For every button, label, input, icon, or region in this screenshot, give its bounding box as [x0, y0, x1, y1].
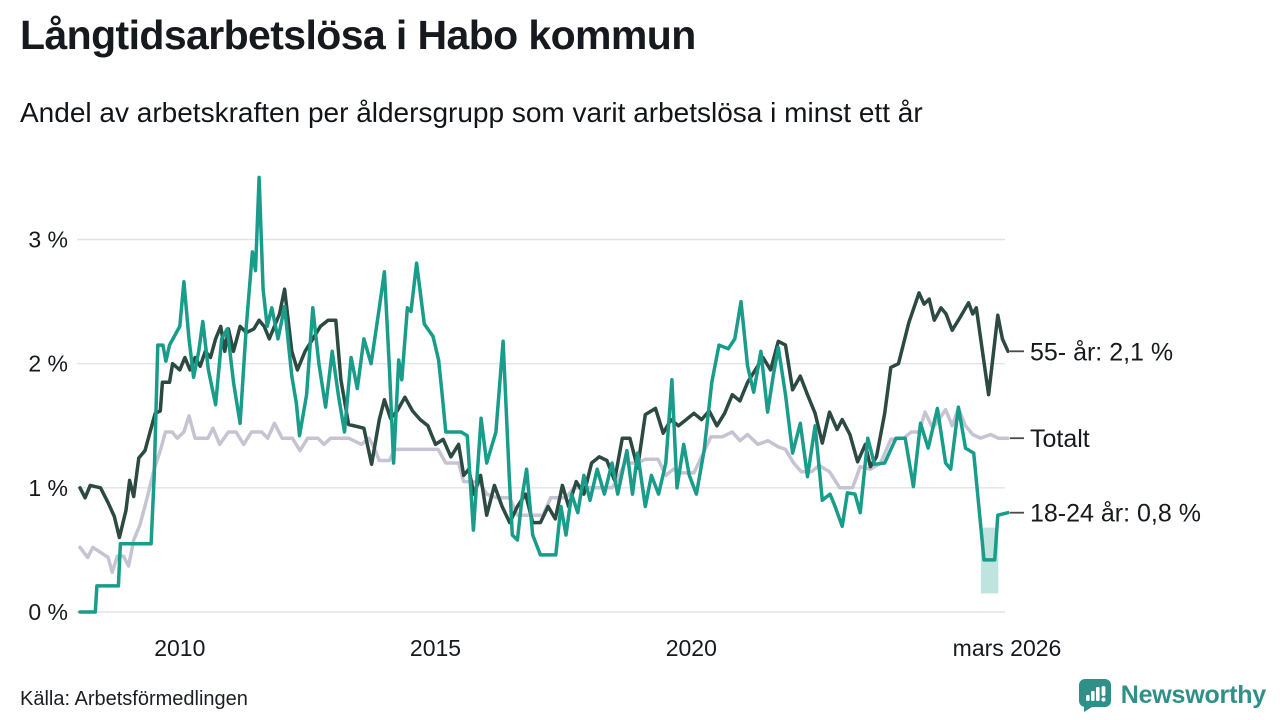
bar-2 — [1090, 691, 1095, 701]
series-line-18-24 — [78, 175, 1010, 614]
x-axis-tick-label: mars 2026 — [953, 635, 1062, 661]
series-label-totalt: Totalt — [1030, 425, 1090, 453]
x-axis-tick-label: 2010 — [154, 635, 205, 661]
newsworthy-logo[interactable]: Newsworthy — [1078, 678, 1266, 713]
series-label-55: 55- år: 2,1 % — [1030, 338, 1173, 366]
x-axis-tick-label: 2020 — [666, 635, 717, 661]
bar-3 — [1095, 687, 1100, 701]
series-line-totalt — [78, 406, 1010, 575]
y-axis-tick-label: 0 % — [28, 599, 68, 625]
series-line-55 — [78, 287, 1010, 540]
y-axis-tick-label: 2 % — [28, 351, 68, 377]
exclamation-dot — [1101, 697, 1106, 702]
speech-bubble-shape — [1078, 679, 1111, 712]
page-subtitle: Andel av arbetskraften per åldersgrupp s… — [20, 97, 923, 128]
y-axis-tick-label: 1 % — [28, 475, 68, 501]
newsworthy-speech-bubble-bar-chart-icon — [1078, 679, 1111, 712]
bar-1 — [1085, 695, 1090, 701]
y-axis-tick-label: 3 % — [28, 227, 68, 253]
brand-name: Newsworthy — [1120, 681, 1266, 709]
source-caption: Källa: Arbetsförmedlingen — [20, 688, 248, 710]
series-label-18-24: 18-24 år: 0,8 % — [1030, 500, 1201, 528]
exclamation-stem — [1101, 686, 1106, 696]
x-axis-tick-label: 2015 — [410, 635, 461, 661]
page-title: Långtidsarbetslösa i Habo kommun — [20, 12, 696, 58]
